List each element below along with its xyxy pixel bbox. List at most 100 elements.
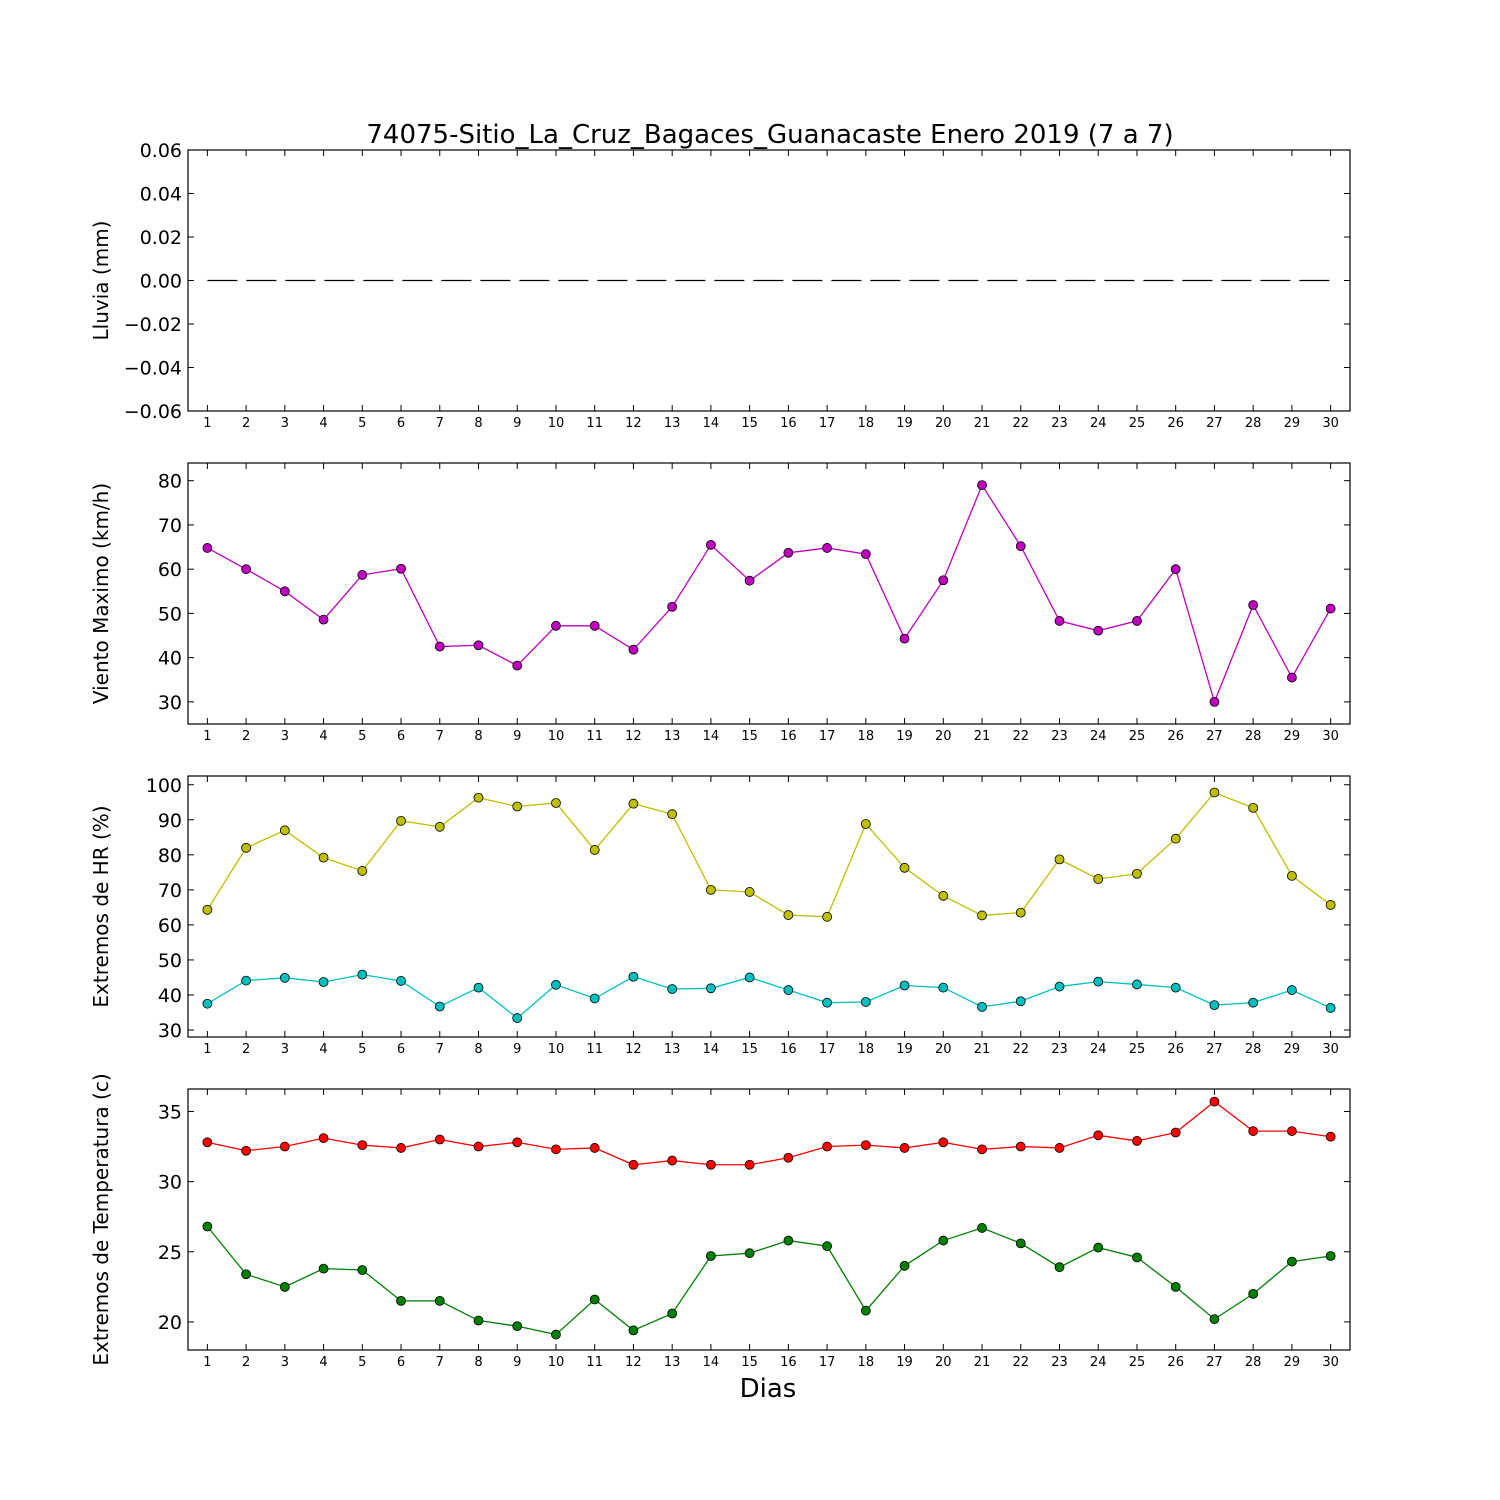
data-point [1248,1288,1259,1299]
data-point [357,1265,368,1275]
x-tick-label: 27 [1206,1042,1223,1057]
data-point [744,575,755,586]
data-point [1132,868,1142,879]
data-point [667,984,678,994]
data-point [512,660,523,671]
x-tick-label: 28 [1245,1355,1262,1370]
data-point [318,1263,329,1274]
x-tick-label: 15 [741,1042,758,1057]
data-point [202,1137,213,1148]
data-point [241,842,252,853]
data-point [202,904,213,915]
data-point [1132,616,1142,626]
x-tick-label: 30 [1322,729,1339,744]
data-point [1248,997,1259,1008]
x-tick-label: 23 [1051,1355,1068,1370]
data-point [1054,1143,1065,1153]
data-point [551,798,561,808]
x-tick-label: 23 [1051,416,1068,431]
x-tick-label: 25 [1129,1355,1146,1370]
x-tick-label: 2 [242,1042,250,1057]
data-point [589,620,600,631]
data-point [396,815,406,826]
data-point [667,809,678,820]
data-point [318,977,329,987]
data-point [1132,1136,1142,1146]
data-point [318,852,329,863]
data-point [1054,616,1065,626]
data-point [396,1143,406,1153]
data-point [628,798,639,809]
x-tick-label: 15 [741,1355,758,1370]
series-line-2 [207,973,1331,1019]
x-tick-label: 15 [741,729,758,744]
data-point [667,601,678,612]
data-point [860,549,871,560]
data-point [938,1137,949,1148]
x-tick-label: 18 [858,729,875,744]
y-tick-label: 30 [158,1172,182,1194]
data-point [512,1013,523,1023]
x-tick-label: 4 [319,1355,327,1370]
series-line-2 [206,1226,1331,1336]
data-point [279,825,290,836]
y-axis-label: Lluvia (mm) [89,221,113,341]
data-point [1015,1238,1026,1249]
data-point [783,1235,794,1246]
data-point [977,1223,987,1233]
plot-frame [187,775,1351,1038]
x-tick-label: 21 [974,1042,991,1057]
x-tick-label: 12 [625,1042,642,1057]
y-tick-label: 0.06 [140,140,182,162]
data-point [744,887,755,897]
y-tick-label: 40 [158,985,182,1007]
x-tick-label: 11 [586,1355,603,1370]
data-point [744,1248,755,1259]
data-point [899,862,910,873]
data-point [1170,1127,1181,1138]
series-line-1 [207,483,1332,704]
x-tick-label: 25 [1129,729,1146,744]
data-point [860,1305,871,1316]
data-point [667,1308,678,1319]
x-tick-label: 9 [513,729,521,744]
data-point [1287,870,1297,881]
data-point [822,911,832,922]
data-point [899,1260,910,1271]
x-tick-label: 24 [1090,1355,1107,1370]
data-point [473,1315,484,1326]
data-point [241,975,252,986]
x-tick-label: 5 [358,1355,366,1370]
y-tick-label: 25 [158,1242,182,1264]
data-point [899,1143,910,1153]
y-tick-label: 60 [158,559,182,581]
data-point [279,586,290,597]
x-tick-label: 13 [664,729,681,744]
data-point [1170,1281,1181,1292]
x-tick-label: 11 [586,1042,603,1057]
series-line-1 [207,1100,1331,1166]
x-tick-label: 2 [242,1355,250,1370]
x-tick-label: 22 [1012,1042,1029,1057]
data-point [783,910,794,920]
data-point [1248,802,1259,813]
x-tick-label: 12 [625,1355,642,1370]
x-tick-label: 13 [664,1355,681,1370]
x-tick-label: 14 [703,729,720,744]
x-tick-label: 10 [548,1042,565,1057]
data-point [899,980,910,991]
x-tick-label: 14 [703,416,720,431]
data-point [318,614,329,625]
data-point [706,1159,716,1170]
x-tick-label: 2 [242,416,250,431]
data-point [279,1281,290,1292]
data-point [473,1141,484,1152]
x-tick-label: 23 [1051,729,1068,744]
x-tick-label: 3 [281,1355,289,1370]
data-point [551,979,561,990]
data-point [357,866,368,876]
x-tick-label: 29 [1284,1042,1301,1057]
data-point [396,563,406,574]
x-tick-label: 3 [281,416,289,431]
x-tick-label: 7 [436,1042,444,1057]
